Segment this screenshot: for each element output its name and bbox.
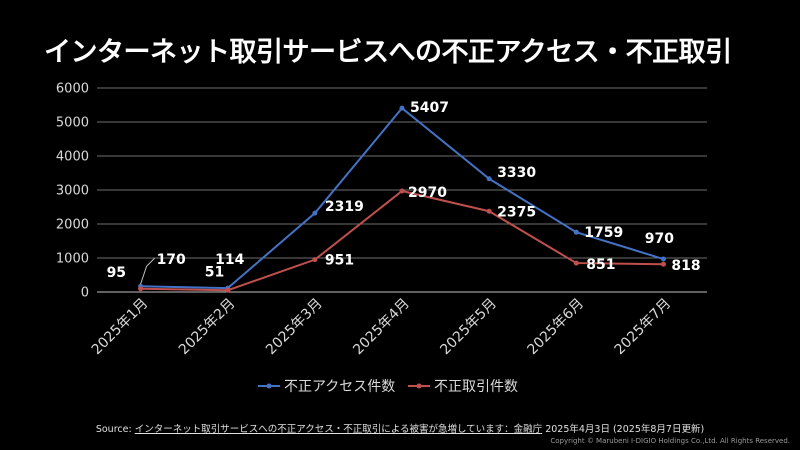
x-tick-label: 2025年4月	[350, 296, 413, 359]
data-point-1	[312, 257, 318, 263]
data-point-1	[486, 208, 492, 214]
data-label-0: 1759	[584, 225, 623, 241]
data-label-1: 95	[107, 265, 126, 281]
data-point-1	[399, 188, 405, 194]
x-tick-label: 2025年3月	[263, 296, 326, 359]
y-tick-label: 4000	[56, 150, 89, 165]
x-tick-label: 2025年6月	[525, 296, 588, 359]
data-label-0: 5407	[410, 100, 449, 116]
data-label-0: 114	[215, 252, 244, 268]
y-tick-label: 2000	[56, 218, 89, 233]
source-prefix: Source:	[95, 424, 135, 435]
source-date: 2025年4月3日 (2025年8月7日更新)	[542, 424, 705, 435]
data-point-0	[573, 229, 579, 235]
x-tick-label: 2025年2月	[176, 296, 239, 359]
data-point-0	[486, 176, 492, 182]
data-label-1: 818	[671, 258, 700, 274]
y-tick-label: 1000	[56, 252, 89, 267]
source-note: Source: インターネット取引サービスへの不正アクセス・不正取引による被害が…	[0, 421, 800, 435]
data-label-0: 170	[157, 252, 186, 268]
x-tick-label: 2025年7月	[612, 296, 675, 359]
x-tick-label: 2025年5月	[437, 296, 500, 359]
data-point-1	[225, 287, 231, 293]
chart-title: インターネット取引サービスへの不正アクセス・不正取引	[44, 37, 732, 68]
data-label-1: 951	[325, 253, 354, 269]
data-label-1: 2375	[497, 204, 536, 220]
data-label-1: 851	[586, 257, 615, 273]
source-link[interactable]: インターネット取引サービスへの不正アクセス・不正取引による被害が急増しています：…	[134, 424, 543, 435]
data-point-0	[660, 256, 666, 262]
data-point-1	[660, 261, 666, 267]
data-label-1: 2970	[408, 185, 447, 201]
y-tick-label: 3000	[56, 184, 89, 199]
data-label-1: 51	[205, 264, 224, 280]
data-label-0: 970	[645, 231, 674, 247]
data-point-1	[573, 260, 579, 266]
y-tick-label: 5000	[56, 116, 89, 131]
x-tick-label: 2025年1月	[89, 296, 152, 359]
legend-label-1: 不正取引件数	[434, 379, 518, 395]
copyright-text: Copyright © Marubeni I-DIGIO Holdings Co…	[550, 437, 790, 445]
legend-label-0: 不正アクセス件数	[284, 379, 395, 395]
y-tick-label: 6000	[56, 82, 89, 97]
data-label-0: 3330	[497, 165, 536, 181]
label-leader-line	[140, 257, 155, 285]
legend-marker-0	[266, 383, 272, 389]
data-point-0	[399, 105, 405, 111]
y-tick-label: 0	[81, 286, 89, 301]
data-point-0	[312, 210, 318, 216]
legend-marker-1	[416, 383, 422, 389]
data-point-1	[138, 286, 144, 292]
data-label-0: 2319	[325, 199, 364, 215]
